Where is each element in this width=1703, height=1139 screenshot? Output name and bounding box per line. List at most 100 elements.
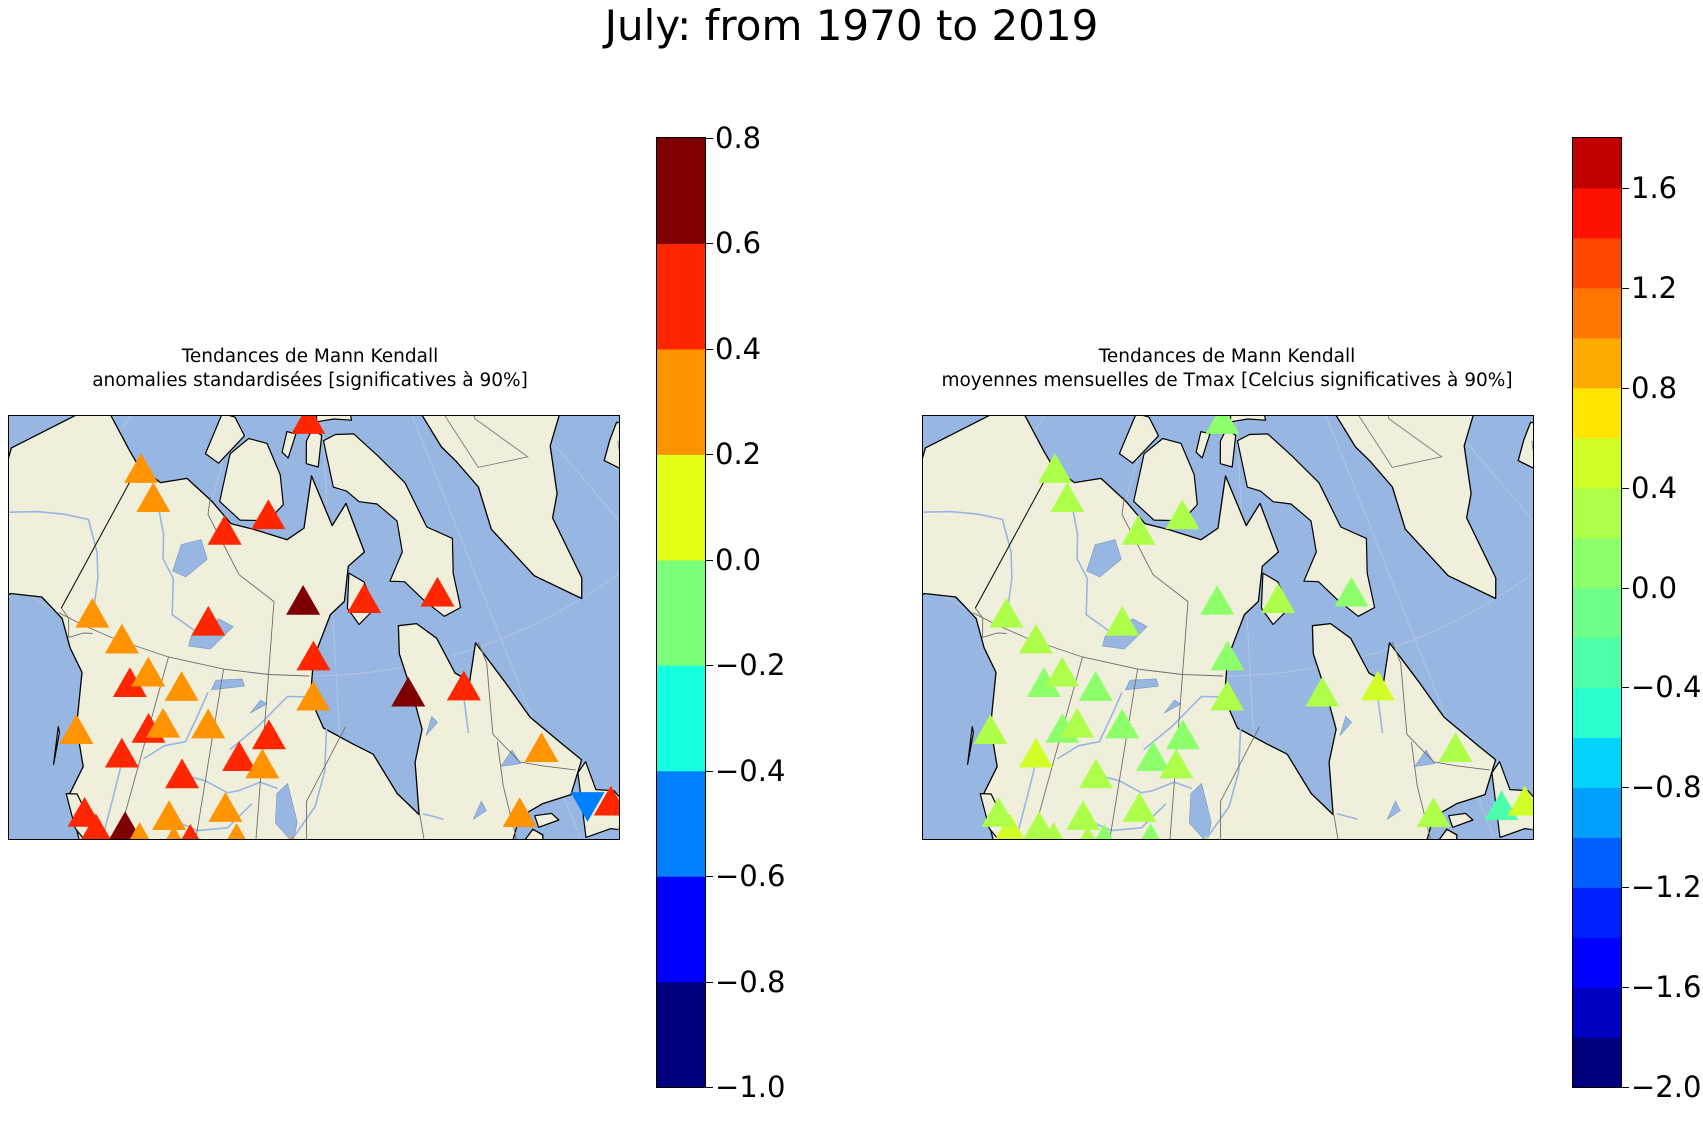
station-marker: [59, 714, 94, 745]
station-marker: [1045, 656, 1080, 687]
colorbar-tick-label: −2.0: [1631, 1070, 1702, 1104]
station-marker: [1105, 605, 1140, 636]
station-marker: [1026, 667, 1061, 697]
figure-title: July: from 1970 to 2019: [604, 1, 1099, 50]
colorbar-tick-label: 0.6: [715, 226, 762, 261]
station-marker: [1165, 499, 1200, 530]
colorbar-tick-label: −0.4: [1631, 670, 1702, 705]
greenland: [421, 416, 583, 600]
colorbar-tick-mark: [705, 138, 713, 139]
station-marker: [251, 719, 286, 750]
station-marker: [124, 453, 159, 483]
station-marker: [67, 797, 102, 827]
colorbar-tick-mark: [1621, 587, 1629, 589]
station-marker: [524, 732, 559, 762]
station-marker: [1507, 785, 1533, 816]
station-marker: [1079, 758, 1114, 789]
station-marker: [296, 640, 331, 671]
arctic-island: [1118, 416, 1160, 464]
panel-title-left-line2: anomalies standardisées [significatives …: [92, 370, 528, 391]
colorbar-tick-label: 0.4: [715, 331, 762, 366]
arctic-island: [967, 726, 974, 765]
iceland: [1517, 421, 1533, 469]
station-marker: [593, 785, 619, 816]
station-marker: [446, 670, 481, 701]
colorbar-segment: [1573, 837, 1621, 888]
station-marker: [104, 623, 139, 654]
panel-title-right: Tendances de Mann Kendall moyennes mensu…: [917, 345, 1537, 393]
station-marker: [131, 656, 166, 687]
station-marker: [152, 800, 187, 831]
panel-title-left: Tendances de Mann Kendall anomalies stan…: [0, 345, 620, 393]
colorbar-segment: [1573, 687, 1621, 738]
colorbar-tick-label: −0.6: [715, 859, 786, 894]
colorbar-left-canvas: [657, 138, 705, 1087]
station-marker: [166, 826, 182, 839]
station-marker: [1121, 515, 1156, 545]
iceland: [603, 421, 619, 469]
colorbar-segment: [1573, 937, 1621, 988]
station-marker: [1334, 576, 1369, 607]
station-marker: [1018, 623, 1053, 654]
colorbar-tick-mark: [705, 770, 713, 772]
colorbar-segment: [1573, 887, 1621, 938]
station-marker: [1136, 741, 1171, 771]
station-marker: [1105, 708, 1140, 739]
station-marker: [290, 835, 295, 839]
borders: [972, 465, 1490, 839]
colorbar-tick-mark: [1621, 887, 1629, 889]
colorbar-segment: [657, 454, 705, 561]
station-marker: [1141, 823, 1160, 839]
station-marker: [391, 676, 426, 707]
colorbar-tick-mark: [705, 559, 713, 561]
station-marker: [296, 680, 331, 711]
colorbar-right: [1572, 137, 1622, 1088]
colorbar-tick-label: 1.2: [1631, 270, 1678, 305]
map-left: [8, 415, 620, 840]
stations: [973, 416, 1533, 839]
panel-title-right-line2: moyennes mensuelles de Tmax [Celcius sig…: [941, 370, 1513, 391]
station-marker: [227, 823, 246, 839]
colorbar-tick-mark: [1621, 687, 1629, 689]
colorbar-segment: [657, 243, 705, 350]
colorbar-tick-mark: [705, 876, 713, 878]
station-marker: [1080, 826, 1096, 839]
station-marker: [1438, 732, 1473, 762]
station-marker: [570, 792, 605, 822]
station-marker: [1210, 640, 1245, 671]
colorbar-segment: [657, 665, 705, 772]
station-marker: [1159, 748, 1194, 779]
colorbar-segment: [1573, 237, 1621, 289]
station-marker: [191, 605, 226, 636]
arctic-island: [1448, 812, 1474, 828]
colorbar-segment: [1573, 437, 1621, 489]
arctic-island: [1236, 433, 1376, 617]
colorbar-tick-mark: [705, 454, 713, 456]
panel-title-right-line1: Tendances de Mann Kendall: [1098, 346, 1356, 367]
station-marker: [109, 811, 142, 839]
lakes: [172, 539, 521, 839]
station-marker: [1165, 719, 1200, 750]
colorbar-segment: [1573, 387, 1621, 439]
station-marker: [1261, 583, 1296, 613]
station-marker: [1018, 737, 1053, 768]
station-marker: [207, 515, 242, 545]
colorbar-segment: [1573, 337, 1621, 389]
colorbar-tick-mark: [705, 348, 713, 350]
station-marker: [129, 822, 150, 839]
station-marker: [146, 707, 181, 738]
station-marker: [1305, 676, 1340, 707]
arctic-island: [204, 416, 246, 464]
station-marker: [245, 748, 280, 779]
station-marker: [973, 714, 1008, 745]
station-marker: [502, 797, 537, 827]
colorbar-right-canvas: [1573, 138, 1621, 1087]
station-marker: [181, 823, 199, 839]
colorbar-tick-label: −1.6: [1631, 970, 1702, 1005]
station-marker: [347, 583, 382, 613]
station-marker: [286, 585, 321, 615]
colorbar-segment: [657, 138, 705, 245]
map-left-canvas: [9, 416, 619, 839]
arctic-island: [1229, 416, 1267, 423]
station-marker: [222, 741, 257, 771]
